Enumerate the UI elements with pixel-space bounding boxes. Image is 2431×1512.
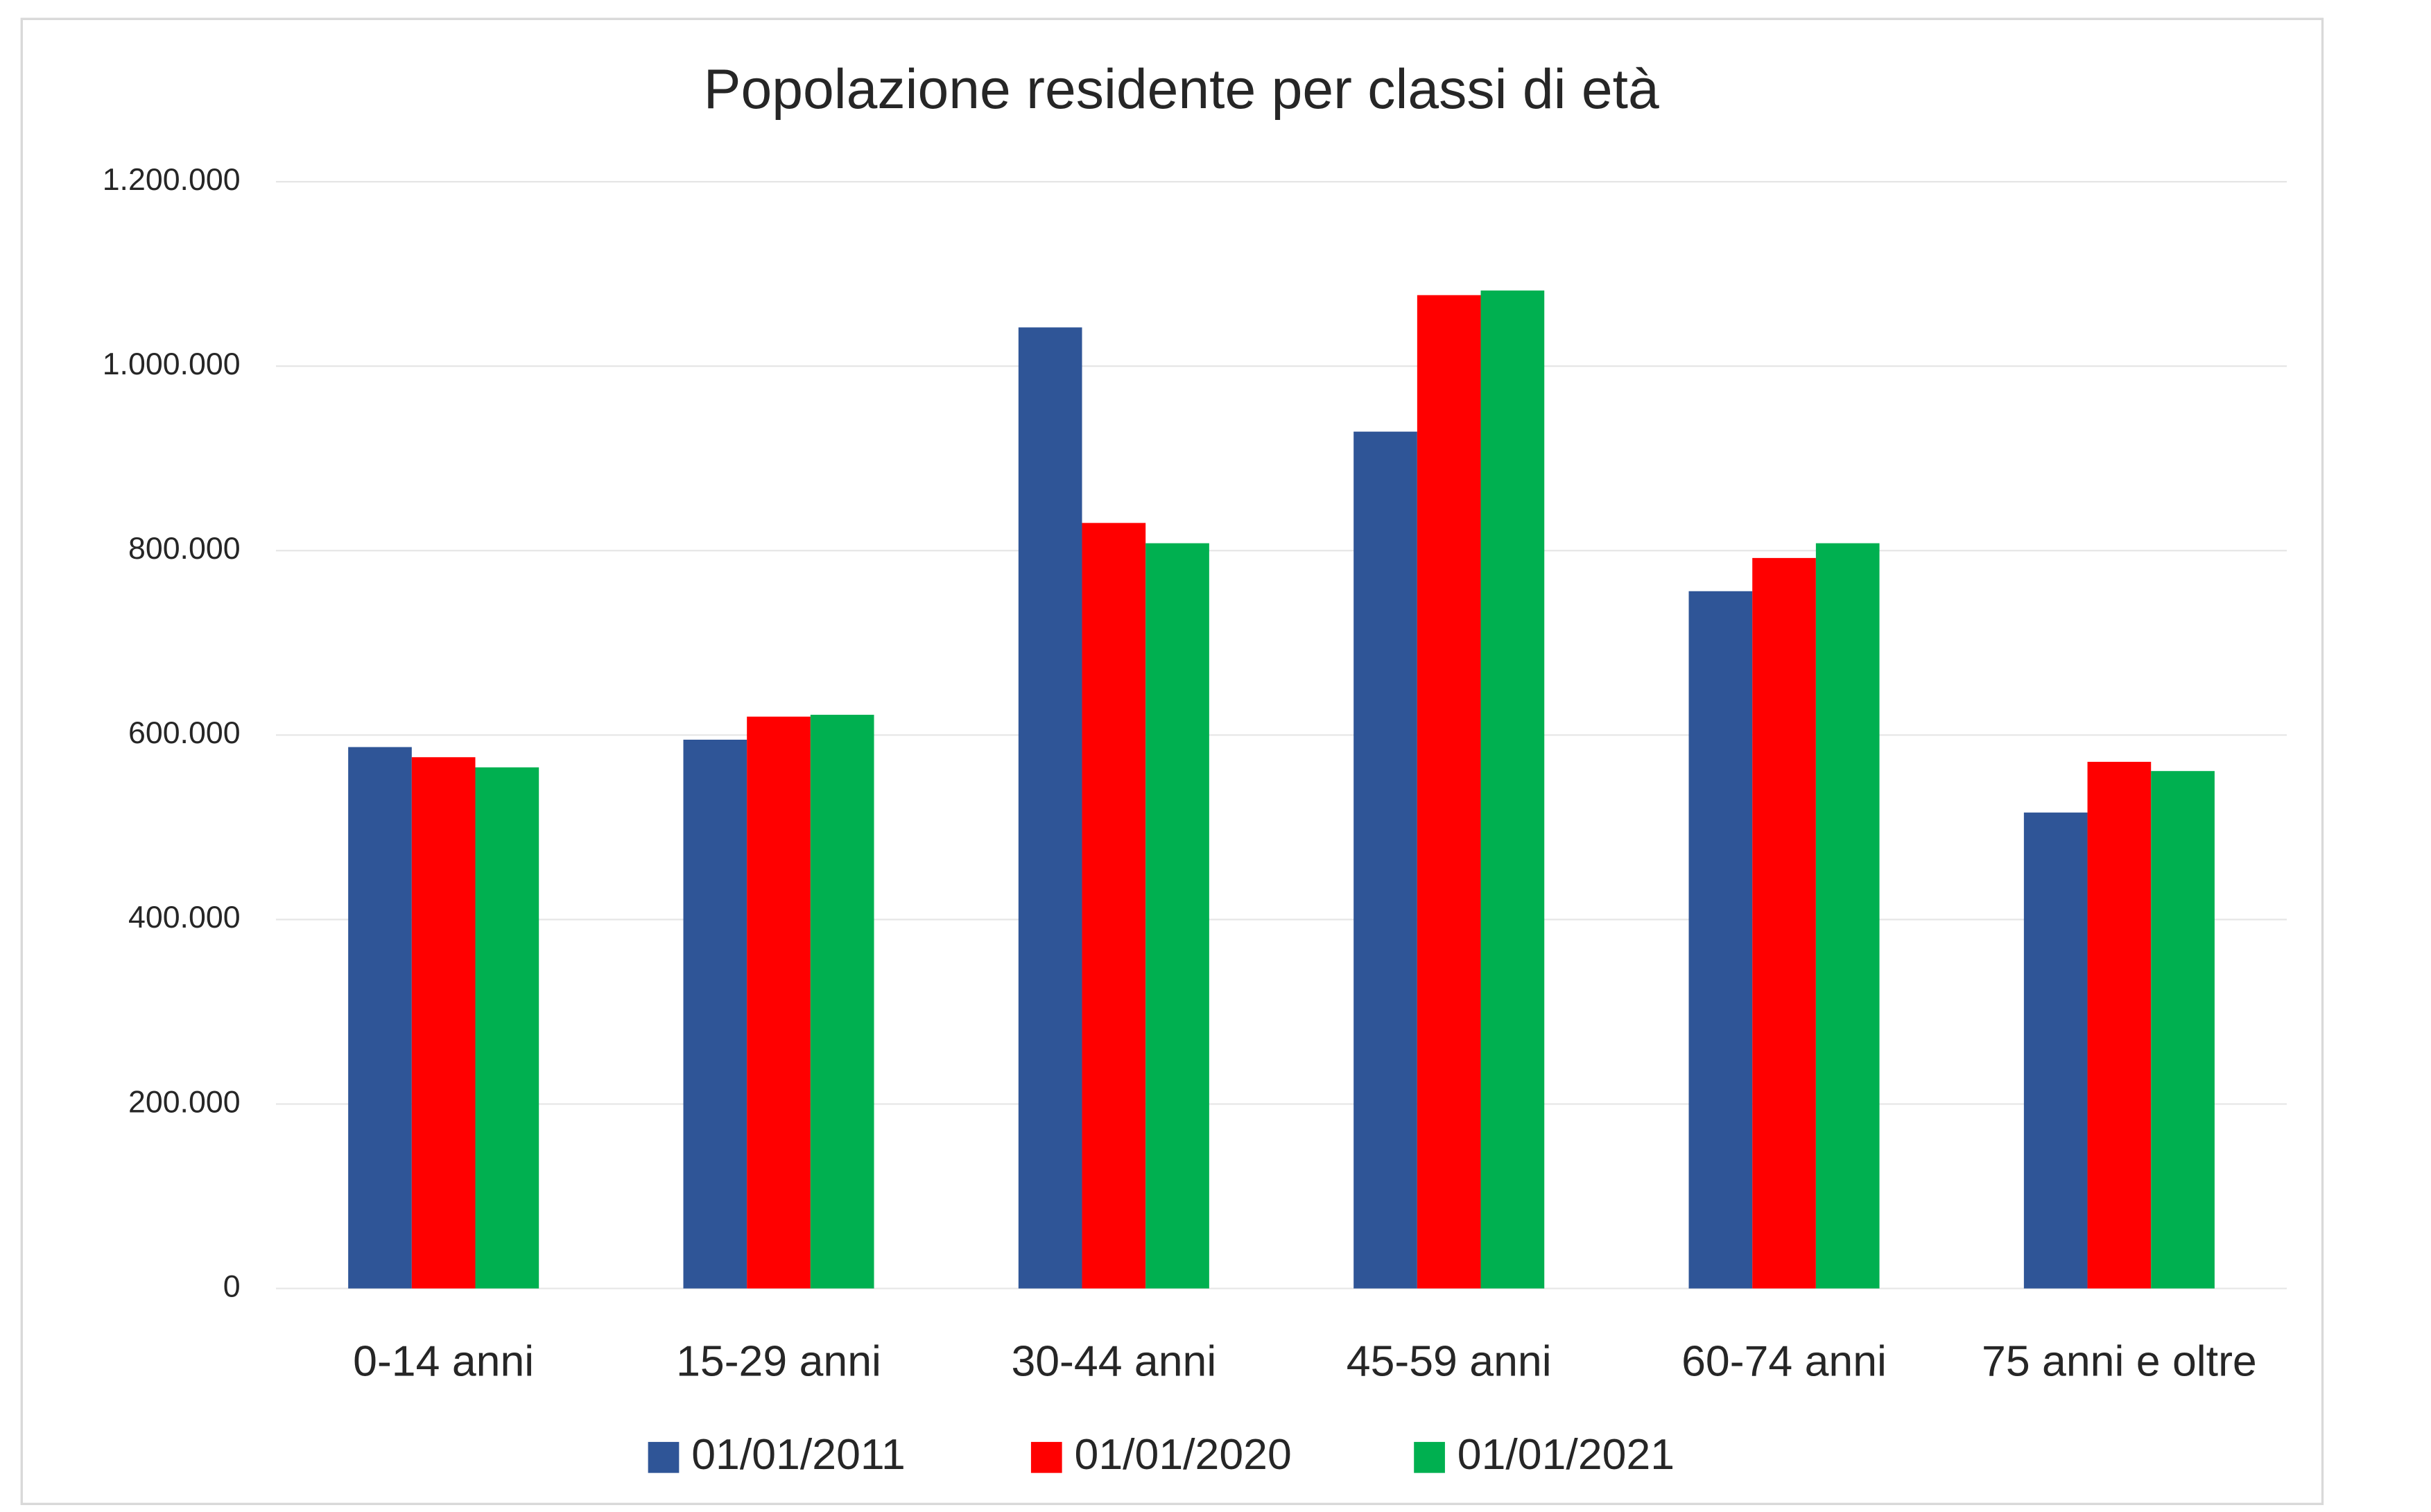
y-tick-label: 800.000 <box>128 532 241 566</box>
y-tick-label: 600.000 <box>128 716 241 750</box>
bar <box>1145 543 1209 1289</box>
y-tick-label: 400.000 <box>128 901 241 935</box>
bar <box>1688 591 1753 1289</box>
bar <box>2151 771 2215 1289</box>
bar <box>475 767 539 1289</box>
bar <box>747 716 811 1289</box>
legend-label: 01/01/2020 <box>1075 1430 1292 1479</box>
legend-swatch <box>1414 1441 1445 1473</box>
bar <box>411 757 476 1289</box>
bar <box>1353 431 1417 1289</box>
x-tick-label: 0-14 anni <box>353 1337 534 1386</box>
legend-label: 01/01/2021 <box>1457 1430 1675 1479</box>
bar <box>1480 290 1545 1289</box>
chart-title: Popolazione residente per classi di età <box>704 58 1659 121</box>
bar <box>348 747 412 1289</box>
x-tick-label: 15-29 anni <box>676 1337 881 1386</box>
bar <box>2023 813 2088 1289</box>
bar <box>1752 557 1816 1289</box>
bar <box>1082 523 1146 1289</box>
x-tick-label: 45-59 anni <box>1347 1337 1552 1386</box>
y-tick-label: 0 <box>223 1269 241 1303</box>
y-tick-label: 200.000 <box>128 1085 241 1119</box>
y-tick-label: 1.200.000 <box>103 163 241 197</box>
bar <box>1815 543 1880 1289</box>
x-tick-label: 60-74 anni <box>1681 1337 1887 1386</box>
legend-swatch <box>648 1441 680 1473</box>
legend-label: 01/01/2011 <box>691 1430 906 1479</box>
bar <box>683 739 747 1289</box>
bar <box>1417 295 1481 1289</box>
bar <box>1018 327 1082 1289</box>
x-tick-label: 75 anni e oltre <box>1982 1337 2257 1386</box>
x-tick-label: 30-44 anni <box>1011 1337 1216 1386</box>
bar <box>2087 761 2152 1289</box>
y-tick-label: 1.000.000 <box>103 347 241 381</box>
legend-swatch <box>1030 1441 1062 1473</box>
bar <box>810 715 874 1289</box>
